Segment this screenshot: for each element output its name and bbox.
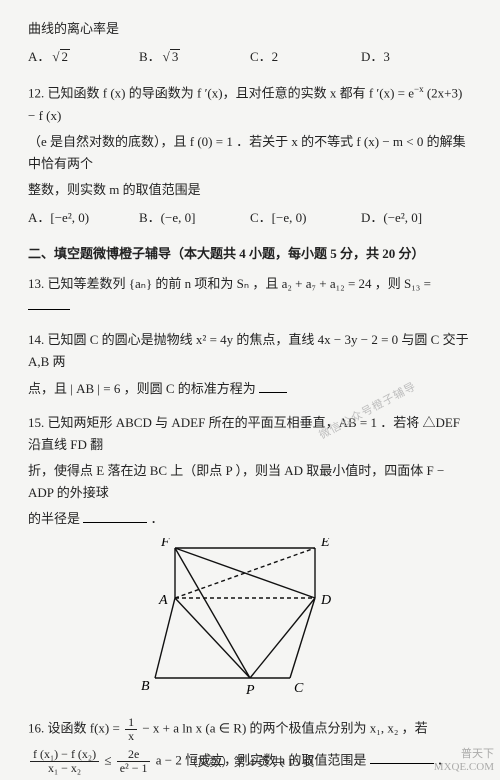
q11-choices: A．2 B．3 C．2 D．3 — [28, 46, 472, 68]
q12-line3: 整数，则实数 m 的取值范围是 — [28, 179, 472, 201]
svg-text:C: C — [294, 681, 304, 696]
q12-line1: 12. 已知函数 f (x) 的导函数为 f ′(x)，且对任意的实数 x 都有… — [28, 82, 472, 127]
q12-choice-d: D．(−e², 0] — [361, 207, 472, 229]
q13: 13. 已知等差数列 {aₙ} 的前 n 项和为 Sₙ ，且 a₂ + a₇ +… — [28, 273, 472, 317]
q12-line2: （e 是自然对数的底数），且 f (0) = 1 ．若关于 x 的不等式 f (… — [28, 131, 472, 175]
q14-line2: 点，且 | AB | = 6 ，则圆 C 的标准方程为 — [28, 378, 472, 400]
q15-figure: F E A D B C P — [28, 538, 472, 710]
q14-line1: 14. 已知圆 C 的圆心是抛物线 x² = 4y 的焦点，直线 4x − 3y… — [28, 329, 472, 373]
svg-text:A: A — [158, 593, 168, 608]
q11-choice-a: A．2 — [28, 46, 139, 68]
geometry-diagram: F E A D B C P — [135, 538, 365, 703]
q15-blank — [83, 509, 147, 523]
q11-choice-c: C．2 — [250, 46, 361, 68]
q15-line1: 15. 已知两矩形 ABCD 与 ADEF 所在的平面互相垂直，AB = 1 ．… — [28, 412, 472, 456]
svg-text:B: B — [141, 679, 150, 694]
q15-line2: 折，使得点 E 落在边 BC 上（即点 P ），则当 AD 取最小值时，四面体 … — [28, 460, 472, 504]
q12-choice-a: A．[−e², 0) — [28, 207, 139, 229]
section2-title: 二、填空题微博橙子辅导（本大题共 4 小题，每小题 5 分，共 20 分） — [28, 243, 472, 265]
q12-choice-b: B．(−e, 0] — [139, 207, 250, 229]
q16-line1: 16. 设函数 f(x) = 1x − x + a ln x (a ∈ R) 的… — [28, 716, 472, 743]
q14-blank — [259, 379, 287, 393]
svg-text:E: E — [320, 538, 330, 550]
q11-choice-b: B．3 — [139, 46, 250, 68]
svg-text:D: D — [320, 593, 331, 608]
svg-text:F: F — [160, 538, 170, 550]
q15-line3: 的半径是 ． — [28, 508, 472, 530]
q12-choices: A．[−e², 0) B．(−e, 0] C．[−e, 0) D．(−e², 0… — [28, 207, 472, 229]
q12-choice-c: C．[−e, 0) — [250, 207, 361, 229]
page-footer: （文数）第 4 页 共 15 页 — [0, 752, 500, 772]
svg-text:P: P — [245, 683, 255, 698]
q11-stem: 曲线的离心率是 — [28, 18, 472, 40]
q11-choice-d: D．3 — [361, 46, 472, 68]
q13-blank — [28, 296, 70, 310]
